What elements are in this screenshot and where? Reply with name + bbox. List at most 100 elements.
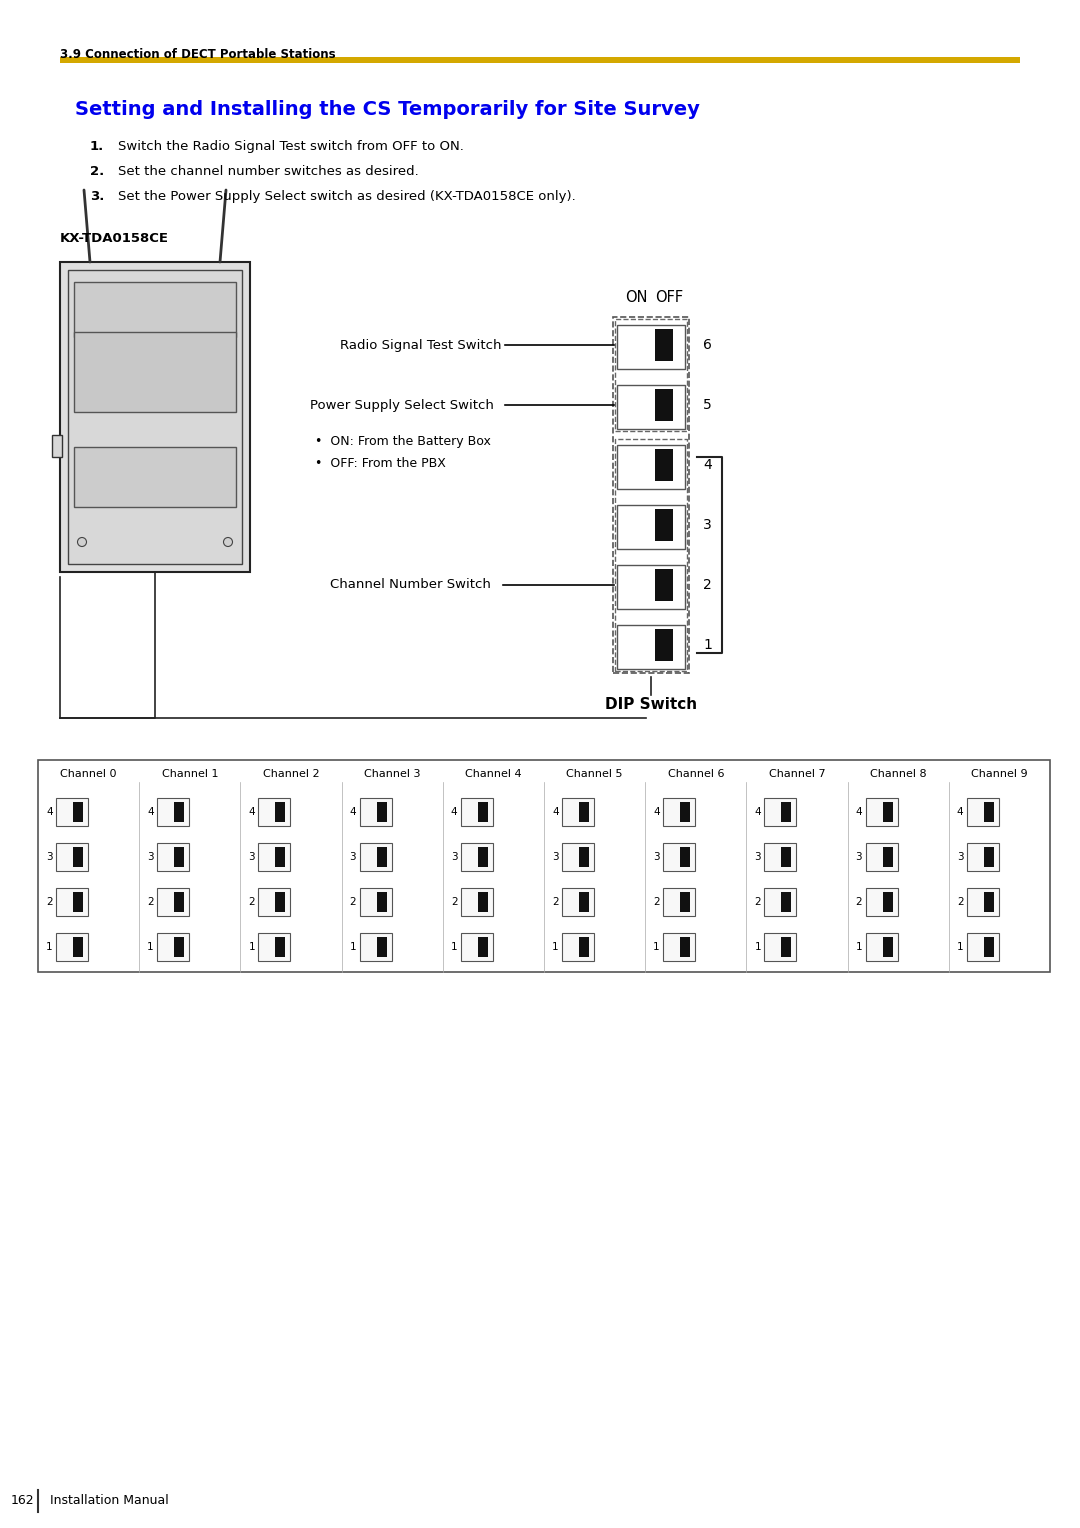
- Bar: [56, 843, 87, 871]
- Text: 1: 1: [147, 941, 153, 952]
- Bar: [158, 798, 189, 827]
- Text: 1: 1: [248, 941, 255, 952]
- Text: 4: 4: [855, 807, 862, 817]
- Text: 1: 1: [450, 941, 458, 952]
- Bar: [275, 847, 285, 866]
- Bar: [967, 888, 999, 915]
- Bar: [882, 892, 892, 912]
- Bar: [984, 937, 994, 957]
- Bar: [461, 934, 492, 961]
- Bar: [562, 798, 594, 827]
- Text: 3: 3: [46, 853, 53, 862]
- Text: KX-TDA0158CE: KX-TDA0158CE: [60, 232, 168, 244]
- Bar: [56, 888, 87, 915]
- Text: 3: 3: [957, 853, 963, 862]
- Bar: [377, 892, 387, 912]
- Text: 5: 5: [703, 397, 712, 413]
- Bar: [56, 934, 87, 961]
- Bar: [562, 843, 594, 871]
- Bar: [617, 445, 685, 489]
- Bar: [579, 892, 589, 912]
- Bar: [967, 934, 999, 961]
- Bar: [782, 802, 792, 822]
- Bar: [275, 892, 285, 912]
- Bar: [882, 802, 892, 822]
- Text: 3.: 3.: [90, 189, 105, 203]
- Bar: [984, 802, 994, 822]
- Text: DIP Switch: DIP Switch: [605, 697, 697, 712]
- Text: 1: 1: [653, 941, 660, 952]
- Text: 2: 2: [46, 897, 53, 908]
- Bar: [158, 888, 189, 915]
- Text: 4: 4: [147, 807, 153, 817]
- Text: 2: 2: [552, 897, 558, 908]
- Bar: [73, 937, 83, 957]
- Text: 162: 162: [10, 1493, 33, 1507]
- Circle shape: [224, 538, 232, 547]
- Text: 2: 2: [450, 897, 458, 908]
- Bar: [617, 625, 685, 669]
- Text: 1: 1: [46, 941, 53, 952]
- Bar: [360, 934, 392, 961]
- Bar: [865, 934, 897, 961]
- Text: 3: 3: [653, 853, 660, 862]
- Circle shape: [79, 296, 91, 309]
- Text: 4: 4: [552, 807, 558, 817]
- Bar: [882, 847, 892, 866]
- Bar: [158, 934, 189, 961]
- Bar: [882, 937, 892, 957]
- Text: 1: 1: [855, 941, 862, 952]
- Bar: [174, 937, 185, 957]
- Text: 1: 1: [957, 941, 963, 952]
- Bar: [461, 843, 492, 871]
- Text: 1: 1: [703, 639, 712, 652]
- Bar: [75, 448, 237, 507]
- Circle shape: [78, 538, 86, 547]
- Circle shape: [189, 296, 201, 309]
- Text: OFF: OFF: [654, 290, 683, 306]
- Text: 2: 2: [147, 897, 153, 908]
- Bar: [984, 847, 994, 866]
- Bar: [967, 798, 999, 827]
- Text: 3: 3: [147, 853, 153, 862]
- Bar: [865, 888, 897, 915]
- Bar: [865, 798, 897, 827]
- Text: •  ON: From the Battery Box: • ON: From the Battery Box: [315, 435, 491, 448]
- Bar: [38, 759, 1050, 972]
- Bar: [579, 802, 589, 822]
- Bar: [615, 319, 687, 431]
- Bar: [613, 316, 689, 672]
- Text: •  OFF: From the PBX: • OFF: From the PBX: [315, 457, 446, 471]
- Bar: [56, 798, 87, 827]
- Bar: [174, 847, 185, 866]
- Bar: [75, 332, 237, 413]
- Text: 3: 3: [703, 518, 712, 532]
- Bar: [654, 449, 673, 481]
- Bar: [782, 892, 792, 912]
- Bar: [765, 934, 796, 961]
- Text: 2: 2: [653, 897, 660, 908]
- Bar: [654, 509, 673, 541]
- Text: Channel 7: Channel 7: [769, 769, 825, 779]
- Bar: [275, 937, 285, 957]
- Bar: [60, 261, 249, 571]
- Bar: [765, 798, 796, 827]
- Bar: [654, 630, 673, 662]
- Bar: [258, 888, 291, 915]
- Bar: [663, 934, 696, 961]
- Bar: [562, 934, 594, 961]
- Text: 4: 4: [350, 807, 356, 817]
- Bar: [782, 937, 792, 957]
- Text: Power Supply Select Switch: Power Supply Select Switch: [310, 399, 494, 411]
- Text: 3.9 Connection of DECT Portable Stations: 3.9 Connection of DECT Portable Stations: [60, 47, 336, 61]
- Bar: [477, 937, 488, 957]
- Bar: [663, 798, 696, 827]
- Text: Radio Signal Test Switch: Radio Signal Test Switch: [340, 339, 501, 351]
- Text: Channel 3: Channel 3: [364, 769, 420, 779]
- Text: 3: 3: [855, 853, 862, 862]
- Text: 4: 4: [450, 807, 458, 817]
- Bar: [865, 843, 897, 871]
- Bar: [174, 892, 185, 912]
- Text: 2: 2: [350, 897, 356, 908]
- Text: Channel 0: Channel 0: [60, 769, 117, 779]
